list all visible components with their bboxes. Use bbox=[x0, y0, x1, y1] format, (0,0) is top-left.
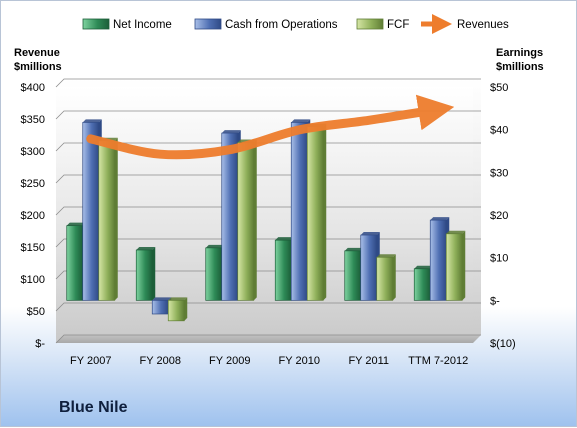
bar-top bbox=[430, 217, 449, 220]
bar-face bbox=[345, 251, 361, 300]
bar-side bbox=[323, 124, 326, 301]
category-label-fy-2011: FY 2011 bbox=[348, 355, 389, 367]
category-label-fy-2008: FY 2008 bbox=[140, 355, 181, 367]
bar-face bbox=[430, 220, 446, 300]
bar-fcf-fy-2009 bbox=[238, 139, 257, 300]
right-tick-label-2: $10 bbox=[490, 253, 508, 265]
bar-side bbox=[115, 138, 118, 301]
bar-fcf-fy-2011 bbox=[377, 254, 396, 300]
legend-label-cash-from-operations: Cash from Operations bbox=[225, 19, 338, 31]
bar-face bbox=[377, 257, 393, 300]
bar-face bbox=[307, 127, 323, 301]
bar-top bbox=[446, 231, 465, 234]
bar-side bbox=[254, 139, 257, 300]
bar-top bbox=[222, 130, 241, 133]
left-tick-label-8: $400 bbox=[21, 82, 45, 94]
bar-fcf-fy-2010 bbox=[307, 124, 326, 301]
bar-face bbox=[414, 269, 430, 301]
legend-label-fcf: FCF bbox=[387, 19, 409, 31]
left-tick-label-4: $200 bbox=[21, 210, 45, 222]
category-label-fy-2007: FY 2007 bbox=[70, 355, 111, 367]
left-tick-label-7: $350 bbox=[21, 114, 45, 126]
bar-face bbox=[83, 122, 99, 300]
right-tick-label-0: $(10) bbox=[490, 338, 516, 350]
legend-swatch-net-income bbox=[83, 19, 109, 29]
right-tick-label-6: $50 bbox=[490, 82, 508, 94]
left-tick-label-3: $150 bbox=[21, 242, 45, 254]
bar-fcf-ttm-7-2012 bbox=[446, 231, 465, 301]
legend-label-net-income: Net Income bbox=[113, 19, 172, 31]
right-tick-label-5: $40 bbox=[490, 125, 508, 137]
bar-face bbox=[136, 250, 152, 300]
left-tick-label-1: $50 bbox=[27, 306, 45, 318]
bar-top bbox=[83, 119, 102, 122]
right-tick-label-3: $20 bbox=[490, 210, 508, 222]
bar-side bbox=[184, 297, 187, 320]
bar-face bbox=[238, 142, 254, 300]
bar-side bbox=[462, 231, 465, 301]
bar-top bbox=[291, 119, 310, 122]
left-tick-label-5: $250 bbox=[21, 178, 45, 190]
category-label-fy-2010: FY 2010 bbox=[279, 355, 320, 367]
bar-top bbox=[152, 297, 171, 300]
category-label-ttm-7-2012: TTM 7-2012 bbox=[408, 355, 468, 367]
legend-label-revenues: Revenues bbox=[457, 19, 509, 31]
bar-fcf-fy-2008 bbox=[168, 297, 187, 320]
left-tick-label-6: $300 bbox=[21, 146, 45, 158]
right-axis-title-line1: Earnings bbox=[496, 47, 543, 59]
bar-fcf-fy-2007 bbox=[99, 138, 118, 301]
bar-face bbox=[67, 226, 83, 301]
plot-floor bbox=[56, 335, 481, 343]
bar-face bbox=[99, 141, 115, 301]
bar-top bbox=[377, 254, 396, 257]
bar-side bbox=[152, 247, 155, 300]
plot-face bbox=[56, 87, 473, 343]
bar-side bbox=[393, 254, 396, 300]
bar-face bbox=[275, 240, 291, 300]
legend-swatch-fcf bbox=[357, 19, 383, 29]
legend: Net Income Cash from Operations FCF Reve… bbox=[83, 19, 509, 31]
bar-net-income-fy-2008 bbox=[136, 247, 155, 300]
bar-face bbox=[222, 133, 238, 300]
bar-top bbox=[361, 232, 380, 235]
right-tick-label-4: $30 bbox=[490, 167, 508, 179]
bar-top bbox=[168, 297, 187, 300]
left-tick-label-0: $- bbox=[35, 338, 45, 350]
left-axis-title-line1: Revenue bbox=[14, 47, 60, 59]
bar-face bbox=[291, 122, 307, 300]
bar-face bbox=[361, 235, 377, 300]
bar-top bbox=[136, 247, 155, 250]
bar-face bbox=[206, 248, 222, 300]
category-label-fy-2009: FY 2009 bbox=[209, 355, 250, 367]
legend-swatch-cash-from-operations bbox=[195, 19, 221, 29]
left-axis-title-line2: $millions bbox=[14, 61, 62, 73]
right-axis-title-line2: $millions bbox=[496, 61, 544, 73]
company-name: Blue Nile bbox=[59, 399, 127, 417]
right-tick-label-1: $- bbox=[490, 295, 500, 307]
bar-face bbox=[152, 300, 168, 314]
bar-face bbox=[168, 300, 184, 320]
left-tick-label-2: $100 bbox=[21, 274, 45, 286]
bar-face bbox=[446, 234, 462, 301]
